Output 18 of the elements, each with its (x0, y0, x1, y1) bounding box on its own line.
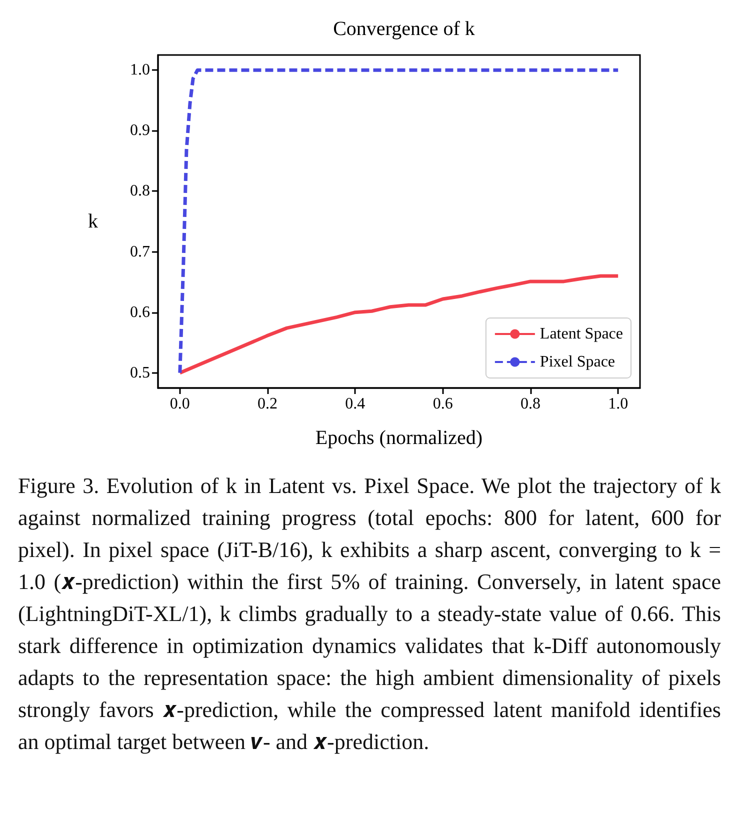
x-tick-label: 0.8 (520, 396, 540, 412)
chart-title: Convergence of k (333, 18, 475, 40)
x-tick-label: 0.0 (170, 396, 190, 412)
text: Figure 3. Evolution of k in Latent vs. Pixel Space. We plot the trajectory of k against normalized training progress (total epochs: 800 for latent, 600 for pixel). In pixel space (JiT-B/16), k exhibits a sharp ascent, converging to k = 1.0 (𝒙-prediction) within the first 5% of training. Conversely, in latent space (LightningDiT-XL/1), k climbs gradually to a steady-state value of 0.66. This stark difference in optimization dynamics validates that k-Diff autonomously adapts to the representation space: the high ambient dimensionality of pixels strongly favors 𝒙-prediction, while the compressed latent manifold identifies an optimal target between 𝒗- and 𝒙-prediction. (18, 473, 721, 754)
y-axis-title: k (88, 210, 98, 232)
x-tick-label: 1.0 (608, 396, 628, 412)
y-tick-label: 0.5 (130, 364, 150, 382)
legend-label: Pixel Space (540, 354, 616, 370)
y-tick-label: 1.0 (130, 62, 150, 79)
x-tick-label: 0.4 (345, 396, 366, 412)
y-tick-label: 0.8 (130, 182, 150, 200)
y-tick-label: 0.6 (130, 304, 150, 321)
x-tick-label: 0.2 (258, 396, 278, 412)
y-tick-label: 0.9 (130, 122, 150, 140)
x-axis-title: Epochs (normalized) (315, 427, 483, 449)
x-tick-label: 0.6 (432, 396, 453, 412)
y-tick-label: 0.7 (130, 243, 150, 260)
legend-label: Latent Space (540, 326, 624, 342)
